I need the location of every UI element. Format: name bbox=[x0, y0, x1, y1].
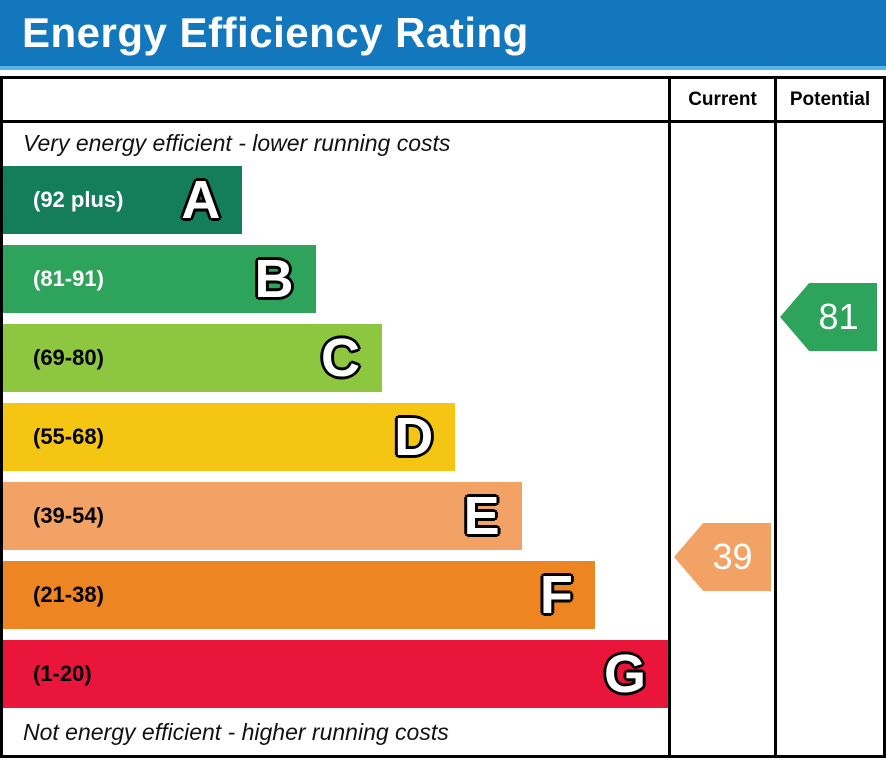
band-range-label: (21-38) bbox=[33, 582, 104, 607]
current-rating-arrow: 39 bbox=[674, 523, 771, 591]
current-column-header: Current bbox=[671, 79, 777, 123]
band-bar-a: (92 plus) A bbox=[3, 166, 243, 234]
band-bar-g: (1-20) G bbox=[3, 640, 668, 708]
band-letter: D bbox=[394, 407, 434, 467]
band-row-d: (55-68) D bbox=[3, 403, 668, 471]
bands-column: Very energy efficient - lower running co… bbox=[3, 123, 671, 755]
band-letter: A bbox=[181, 170, 221, 230]
potential-rating-arrow: 81 bbox=[780, 283, 877, 351]
band-range-label: (39-54) bbox=[33, 503, 104, 528]
band-row-g: (1-20) G bbox=[3, 640, 668, 708]
current-column: 39 bbox=[671, 123, 777, 755]
band-letter: F bbox=[539, 565, 573, 625]
band-range-label: (81-91) bbox=[33, 266, 104, 291]
band-bar-f: (21-38) F bbox=[3, 561, 595, 629]
top-note: Very energy efficient - lower running co… bbox=[23, 130, 451, 156]
potential-rating-value: 81 bbox=[818, 296, 859, 337]
bottom-note: Not energy efficient - higher running co… bbox=[23, 719, 449, 745]
band-bar-c: (69-80) C bbox=[3, 324, 383, 392]
band-letter: C bbox=[321, 328, 361, 388]
band-bar-e: (39-54) E bbox=[3, 482, 522, 550]
energy-rating-table: Current Potential Very energy efficient … bbox=[0, 76, 886, 758]
band-bar-b: (81-91) B bbox=[3, 245, 316, 313]
potential-column: 81 bbox=[777, 123, 883, 755]
band-row-b: (81-91) B bbox=[3, 245, 668, 313]
band-letter: G bbox=[603, 644, 646, 704]
band-letter: E bbox=[463, 486, 500, 546]
page-title: Energy Efficiency Rating bbox=[22, 9, 529, 56]
band-range-label: (55-68) bbox=[33, 424, 104, 449]
band-letter: B bbox=[254, 249, 294, 309]
current-rating-value: 39 bbox=[712, 536, 753, 577]
band-row-e: (39-54) E bbox=[3, 482, 668, 550]
band-range-label: (92 plus) bbox=[33, 187, 124, 212]
band-range-label: (69-80) bbox=[33, 345, 104, 370]
band-row-f: (21-38) F bbox=[3, 561, 668, 629]
band-bar-d: (55-68) D bbox=[3, 403, 456, 471]
band-row-c: (69-80) C bbox=[3, 324, 668, 392]
band-row-a: (92 plus) A bbox=[3, 166, 668, 234]
title-bar: Energy Efficiency Rating bbox=[0, 0, 886, 70]
band-range-label: (1-20) bbox=[33, 661, 92, 686]
potential-column-header: Potential bbox=[777, 79, 883, 123]
header-spacer-cell bbox=[3, 79, 671, 123]
bands-container: (92 plus) A (81-91) B (69-80) C (55-68) D (39-54… bbox=[3, 166, 668, 708]
